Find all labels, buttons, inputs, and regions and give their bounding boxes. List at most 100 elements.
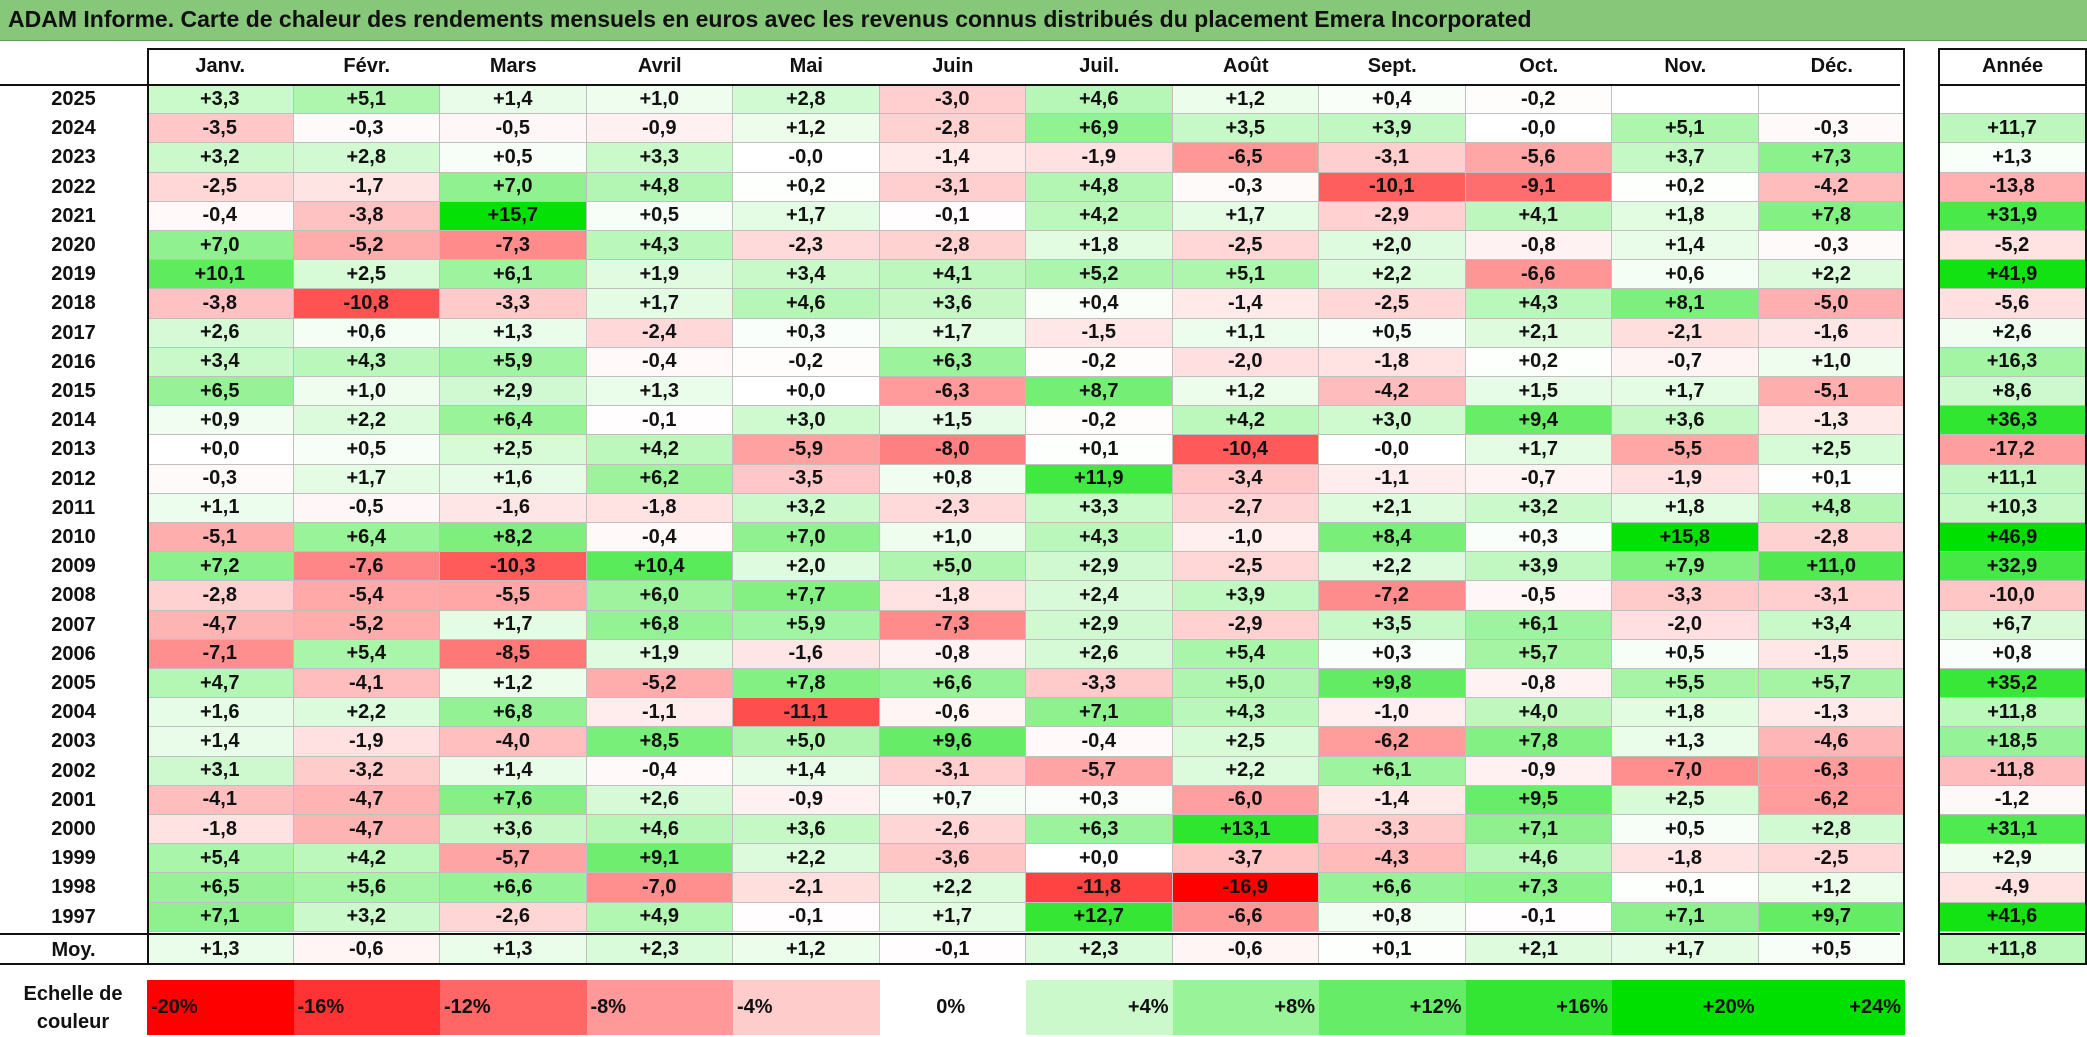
heatmap-cell: +2,8 [733, 85, 880, 115]
heatmap-cell: -0,4 [586, 523, 733, 553]
heatmap-cell: -3,3 [440, 289, 587, 319]
heatmap-cell: -3,1 [1319, 143, 1466, 173]
year-label: 2020 [51, 234, 96, 257]
heatmap-cell: -11,1 [733, 698, 880, 728]
heatmap-cell: +1,4 [440, 85, 587, 115]
heatmap-cell: +0,8 [879, 464, 1026, 494]
annual-cell: -1,2 [1938, 785, 2087, 815]
year-label: 2025 [51, 88, 96, 111]
heatmap-cell: -4,7 [293, 815, 440, 845]
heatmap-cell: +8,4 [1319, 523, 1466, 553]
heatmap-cell: -6,3 [879, 377, 1026, 407]
color-scale-swatch: +24% [1758, 980, 1905, 1035]
heatmap-cell: +2,5 [293, 260, 440, 290]
heatmap-cell: +6,8 [586, 610, 733, 640]
year-label: 2009 [51, 555, 96, 578]
heatmap-cell: +7,8 [1465, 727, 1612, 757]
heatmap-cell: -3,8 [147, 289, 294, 319]
heatmap-cell: -0,3 [147, 464, 294, 494]
heatmap-cell: +4,1 [879, 260, 1026, 290]
heatmap-cell: +6,3 [879, 347, 1026, 377]
heatmap-cell: -1,3 [1758, 406, 1905, 436]
heatmap-cell: -7,0 [1612, 756, 1759, 786]
heatmap-cell: -9,1 [1465, 172, 1612, 202]
heatmap-cell: +1,8 [1612, 201, 1759, 231]
annual-cell: +6,7 [1938, 610, 2087, 640]
month-header: Mai [789, 55, 823, 77]
heatmap-cell: +6,4 [293, 523, 440, 553]
heatmap-cell: +7,0 [733, 523, 880, 553]
heatmap-cell: -5,4 [293, 581, 440, 611]
heatmap-cell: +0,4 [1319, 85, 1466, 115]
month-header: Oct. [1519, 55, 1559, 77]
heatmap-cell: +0,4 [1026, 289, 1173, 319]
heatmap-cell: +3,7 [1612, 143, 1759, 173]
heatmap-cell: +4,2 [293, 844, 440, 874]
heatmap-cell: -0,2 [1026, 347, 1173, 377]
heatmap-cell: +7,0 [440, 172, 587, 202]
heatmap-cell: +3,9 [1465, 552, 1612, 582]
year-label: 2000 [51, 818, 96, 841]
heatmap-cell: +0,0 [147, 435, 294, 465]
heatmap-cell: -5,1 [147, 523, 294, 553]
heatmap-cell: -6,6 [1172, 902, 1319, 932]
heatmap-cell: -0,2 [733, 347, 880, 377]
heatmap-cell: -10,1 [1319, 172, 1466, 202]
heatmap-cell: +1,5 [1465, 377, 1612, 407]
year-label: 2015 [51, 380, 96, 403]
month-header: Mars [489, 55, 537, 77]
heatmap-cell: +3,2 [733, 493, 880, 523]
heatmap-cell: +7,2 [147, 552, 294, 582]
heatmap-cell: +4,6 [1026, 85, 1173, 115]
heatmap-cell: -1,8 [879, 581, 1026, 611]
heatmap-cell: +7,8 [733, 669, 880, 699]
heatmap-cell: +9,6 [879, 727, 1026, 757]
heatmap-cell: -1,5 [1026, 318, 1173, 348]
annual-cell: +16,3 [1938, 347, 2087, 377]
heatmap-cell: +0,2 [733, 172, 880, 202]
heatmap-cell: +1,4 [440, 756, 587, 786]
heatmap-cell: +15,7 [440, 201, 587, 231]
heatmap-cell: -0,8 [1465, 231, 1612, 261]
heatmap-cell: +6,0 [586, 581, 733, 611]
color-scale-swatch: -16% [293, 980, 440, 1035]
color-scale-swatch: -12% [440, 980, 587, 1035]
heatmap-cell: -4,3 [1319, 844, 1466, 874]
heatmap-cell: +3,1 [147, 756, 294, 786]
heatmap-cell: +7,6 [440, 785, 587, 815]
heatmap-cell: -0,3 [1758, 231, 1905, 261]
heatmap-cell: -0,0 [1465, 114, 1612, 144]
heatmap-cell: +0,2 [1612, 172, 1759, 202]
heatmap-cell: -10,8 [293, 289, 440, 319]
heatmap-cell: -1,5 [1758, 639, 1905, 669]
annual-cell: +10,3 [1938, 493, 2087, 523]
heatmap-cell: +1,2 [1172, 377, 1319, 407]
heatmap-cell: +1,1 [147, 493, 294, 523]
heatmap-cell: +2,8 [293, 143, 440, 173]
color-scale-swatch: -20% [147, 980, 294, 1035]
heatmap-cell: -0,0 [1319, 435, 1466, 465]
color-scale-swatch: -8% [586, 980, 733, 1035]
month-header: Janv. [195, 55, 246, 77]
heatmap-cell: +5,2 [1026, 260, 1173, 290]
heatmap-cell: -5,5 [440, 581, 587, 611]
heatmap-cell: +1,3 [440, 318, 587, 348]
heatmap-cell: +1,3 [586, 377, 733, 407]
heatmap-cell: -6,2 [1319, 727, 1466, 757]
heatmap-cell: +4,2 [586, 435, 733, 465]
average-cell: +0,1 [1319, 935, 1466, 965]
heatmap-cell: +3,6 [440, 815, 587, 845]
heatmap-cell: +0,2 [1465, 347, 1612, 377]
header-separator [0, 84, 1900, 86]
average-cell: +0,5 [1758, 935, 1905, 965]
annual-cell: +11,1 [1938, 464, 2087, 494]
annual-cell: +11,7 [1938, 114, 2087, 144]
heatmap-cell: +1,4 [733, 756, 880, 786]
heatmap-cell: +2,2 [1172, 756, 1319, 786]
heatmap-cell: +1,7 [293, 464, 440, 494]
heatmap-cell: -0,5 [1465, 581, 1612, 611]
annual-cell: -5,6 [1938, 289, 2087, 319]
heatmap-cell: +3,5 [1172, 114, 1319, 144]
heatmap-cell: +1,7 [586, 289, 733, 319]
heatmap-cell: +2,9 [1026, 552, 1173, 582]
